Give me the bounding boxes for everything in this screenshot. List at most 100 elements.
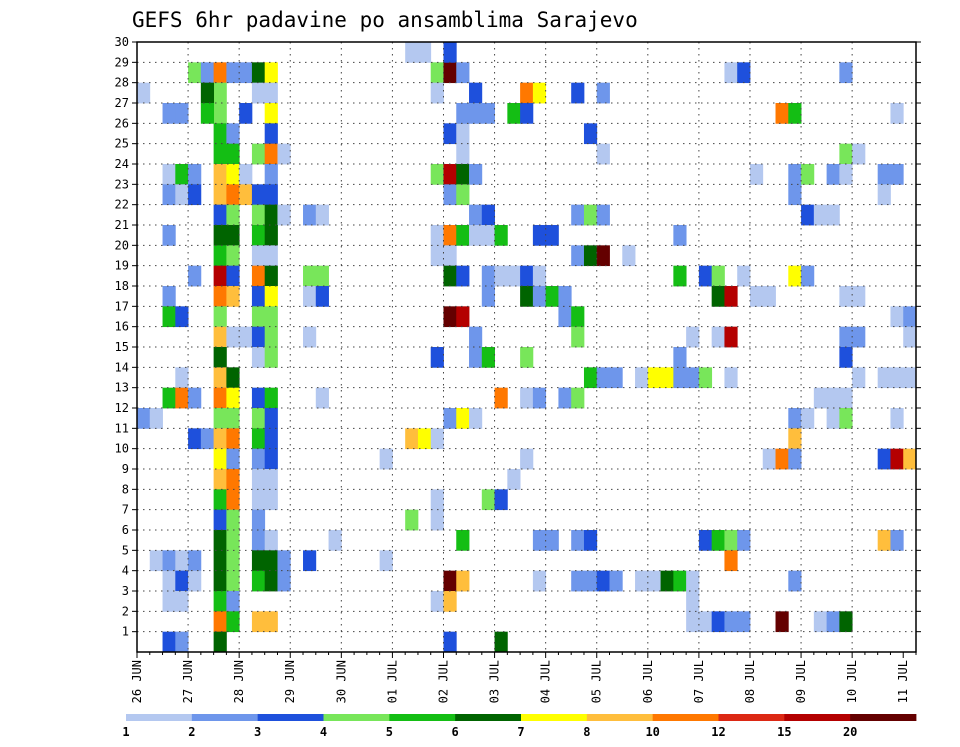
heatmap-cell [443,164,457,185]
heatmap-cell [264,408,278,429]
heatmap-cell [251,469,266,490]
heatmap-cell [532,570,547,592]
heatmap-cell [251,286,266,307]
heatmap-cell [596,143,610,165]
colorbar-label: 10 [645,725,659,739]
heatmap-cell [596,367,610,389]
heatmap-cell [520,103,534,124]
heatmap-cell [162,591,176,612]
heatmap-cell [762,286,776,307]
heatmap-cell [839,286,853,307]
y-tick-label: 18 [115,279,129,293]
heatmap-cell [571,530,585,551]
heatmap-cell [213,245,227,267]
heatmap-cell [239,326,253,348]
heatmap-cell [251,408,266,429]
heatmap-cell [188,184,202,206]
heatmap-cell [226,164,240,185]
heatmap-cell [456,408,470,429]
heatmap-cell [264,550,278,572]
heatmap-cell [469,225,483,246]
heatmap-cell [251,530,266,551]
colorbar-swatch [323,714,390,721]
heatmap-cell [188,265,202,287]
heatmap-cell [226,611,240,633]
y-tick-label: 29 [115,55,129,69]
heatmap-cell [481,204,495,226]
heatmap-cell [213,265,227,287]
x-tick-label: 05 JUL [590,660,604,703]
heatmap-cell [852,326,866,348]
heatmap-cell [545,225,559,246]
heatmap-cell [251,265,266,287]
heatmap-cell [239,62,253,84]
x-tick-label: 10 JUL [845,660,859,703]
heatmap-cell [826,164,840,185]
y-tick-label: 15 [115,340,129,354]
heatmap-cell [213,570,227,592]
heatmap-cell [175,306,189,328]
x-axis-ticks: 26 JUN 27 JUN 28 JUN 29 JUN 30 JUN 01 JUL 02 J… [130,652,917,703]
heatmap-cell [456,103,470,124]
heatmap-cell [443,570,457,592]
heatmap-cell [226,184,240,206]
heatmap-cell [583,570,598,592]
heatmap-cell [647,570,661,592]
heatmap-cell [264,570,278,592]
heatmap-cell [251,306,266,328]
heatmap-cell [175,164,189,185]
y-tick-label: 1 [122,625,129,639]
heatmap-cell [507,469,521,490]
y-tick-label: 24 [115,157,129,171]
heatmap-cell [583,204,598,226]
heatmap-cell [686,326,700,348]
heatmap-cell [877,164,891,185]
heatmap-cell [162,103,176,124]
heatmap-cell [405,509,419,531]
heatmap-cell [520,448,534,470]
heatmap-cell [596,245,610,267]
x-tick-label: 30 JUN [334,660,348,703]
heatmap-cell [213,347,227,368]
heatmap-cell [532,530,547,551]
heatmap-cell [443,265,457,287]
heatmap-cell [520,286,534,307]
y-tick-label: 22 [115,198,129,212]
heatmap-cell [430,347,444,368]
heatmap-cell [226,550,240,572]
heatmap-cell [456,265,470,287]
heatmap-cell [469,347,483,368]
heatmap-cell [226,286,240,307]
chart-title: GEFS 6hr padavine po ansamblima Sarajevo [132,8,638,32]
heatmap-cell [660,570,674,592]
heatmap-cell [239,164,253,185]
heatmap-cell [545,286,559,307]
heatmap-cell [839,387,853,409]
colorbar-swatch [652,714,719,721]
heatmap-cell [213,184,227,206]
heatmap-cell [839,326,853,348]
heatmap-cell [788,103,802,124]
x-tick-label: 29 JUN [283,660,297,703]
heatmap-cell [213,591,227,612]
heatmap-cell [149,550,163,572]
y-tick-label: 3 [122,584,129,598]
heatmap-cell [226,143,240,165]
heatmap-cell [264,143,278,165]
heatmap-cell [469,408,483,429]
heatmap-cell [801,408,815,429]
colorbar-label: 5 [386,725,393,739]
heatmap-cell [251,82,266,104]
heatmap-cell [175,570,189,592]
heatmap-cell [890,530,904,551]
heatmap-cell [251,143,266,165]
heatmap-cell [890,448,904,470]
y-tick-label: 21 [115,218,129,232]
heatmap-cell [303,550,317,572]
heatmap-cell [226,204,240,226]
heatmap-cell [596,82,610,104]
heatmap-cell [788,448,802,470]
heatmap-cell [315,387,329,409]
heatmap-cell [226,387,240,409]
